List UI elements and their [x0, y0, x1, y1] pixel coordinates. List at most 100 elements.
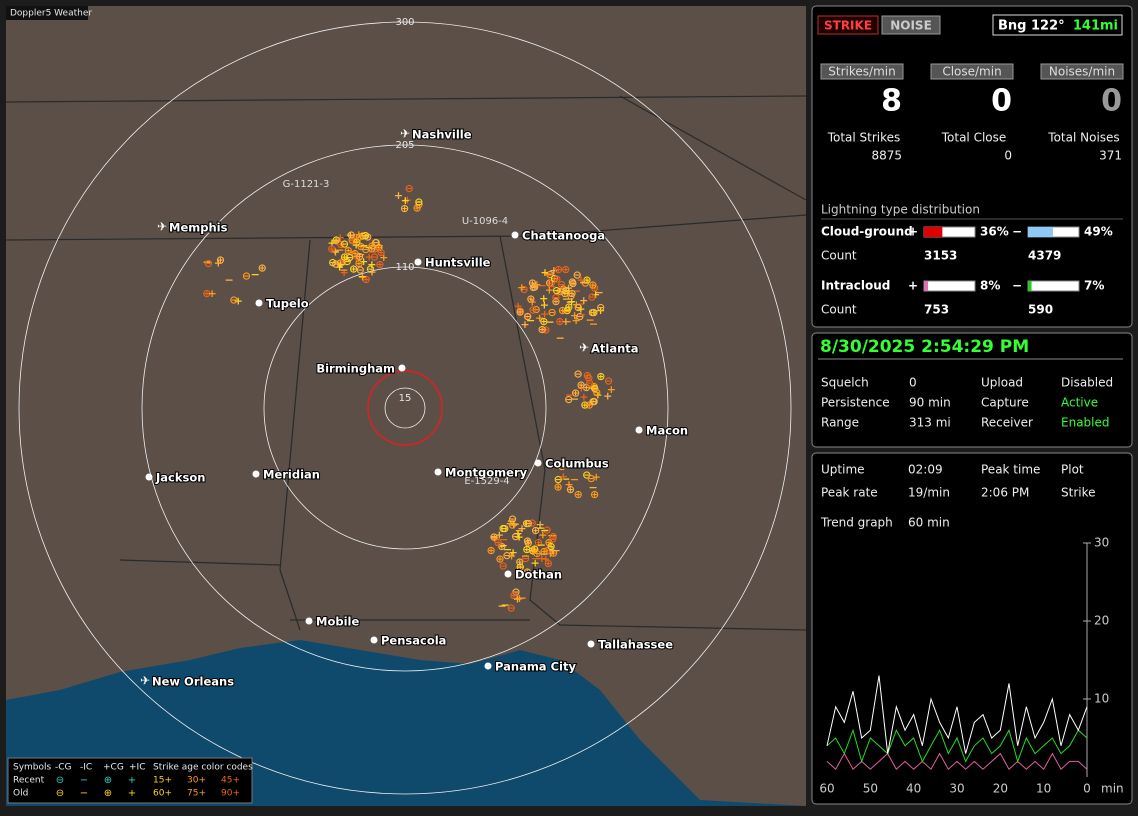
strike-symbol: ⊕: [561, 263, 570, 276]
strike-symbol: ⊕: [524, 537, 533, 550]
strike-symbol: ⊕: [367, 242, 376, 255]
status-text: 313 mi: [909, 416, 951, 430]
strike-symbol: ⊕: [589, 380, 598, 393]
ring-label: 110: [395, 262, 414, 273]
strike-symbol: −: [552, 544, 561, 557]
strike-symbol: ⊖: [340, 238, 349, 251]
strike-symbol: ⊕: [574, 488, 583, 501]
noise-button[interactable]: [881, 15, 941, 35]
strike-symbol: +: [532, 278, 541, 291]
panel: [811, 5, 1133, 805]
map: Doppler5 Weather: [5, 6, 807, 806]
strike-symbol: −: [224, 274, 233, 287]
percent-label: 7%: [1084, 279, 1104, 293]
city-label: Mobile: [316, 615, 359, 629]
strike-symbol: −: [594, 286, 603, 299]
strike-symbol: ⊕: [362, 273, 371, 286]
noise-button-label: NOISE: [890, 19, 932, 33]
strike-symbol: ⊕: [567, 287, 576, 300]
city-dot: [484, 662, 492, 670]
strike-symbol: ⊕: [554, 263, 563, 276]
strike-symbol: ⊕: [340, 251, 349, 264]
strike-symbol: −: [539, 548, 548, 561]
strike-symbol: ⊖: [366, 262, 375, 275]
storm-label: E-1529-4: [464, 476, 509, 487]
stat-text: 60 min: [908, 516, 950, 530]
city-label: Birmingham: [316, 362, 395, 376]
strike-symbol: ⊕: [590, 488, 599, 501]
strike-symbol: ⊕: [515, 306, 524, 319]
strike-symbol: ⊖: [547, 277, 556, 290]
city-label: Tallahassee: [598, 638, 673, 652]
strike-symbol: +: [539, 292, 548, 305]
strike-symbol: ⊕: [585, 399, 594, 412]
strike-symbol: −: [501, 598, 510, 611]
strike-symbol: ⊕: [412, 202, 421, 215]
storm-label: U-1096-4: [462, 216, 508, 227]
strike-symbol: ⊕: [552, 272, 561, 285]
strike-symbol: +: [541, 552, 550, 565]
strike-symbol: ⊕: [400, 202, 409, 215]
strike-symbol: ⊕: [588, 279, 597, 292]
bar-track: [1027, 280, 1080, 292]
strike-symbol: +: [346, 229, 355, 242]
sign: −: [1012, 279, 1022, 293]
strike-symbol: ⊕: [549, 546, 558, 559]
trend-line: [826, 728, 1088, 764]
strike-symbol: −: [566, 296, 575, 309]
status-text: Squelch: [821, 376, 869, 390]
city-label: Panama City: [495, 660, 576, 674]
city-dot: [255, 299, 263, 307]
strike-symbol: −: [515, 524, 524, 537]
strike-symbol: +: [576, 303, 585, 316]
strike-symbol: +: [349, 234, 358, 247]
strike-symbol: ⊕: [367, 239, 376, 252]
strike-symbol: −: [565, 389, 574, 402]
city-label: New Orleans: [152, 675, 234, 689]
strike-symbol: ⊕: [559, 283, 568, 296]
strike-symbol: +: [548, 544, 557, 557]
strike-symbol: ⊖: [554, 473, 563, 486]
strike-symbol: −: [521, 549, 530, 562]
strike-symbol: ⊖: [328, 256, 337, 269]
city-dot: [145, 473, 153, 481]
strike-symbol: ⊖: [542, 523, 551, 536]
count-label: Count: [821, 303, 857, 317]
strike-symbol: +: [379, 251, 388, 264]
legend-age: 45+: [221, 776, 240, 786]
status-text: Enabled: [1061, 416, 1110, 430]
legend-header: +CG: [103, 763, 124, 773]
strike-symbol: ⊖: [590, 382, 599, 395]
strike-symbol: ⊕: [566, 483, 575, 496]
strike-symbol: −: [489, 530, 498, 543]
strike-symbol: ⊕: [336, 238, 345, 251]
strike-symbol: −: [347, 229, 356, 242]
y-tick-label: 10: [1094, 692, 1109, 706]
strike-symbol: +: [576, 274, 585, 287]
city-label: Pensacola: [381, 634, 446, 648]
strike-symbol: ⊖: [500, 522, 509, 535]
strike-symbol: −: [562, 292, 571, 305]
strike-symbol: +: [514, 530, 523, 543]
total-label: Total Strikes: [827, 131, 901, 145]
strike-symbol: ⊕: [551, 295, 560, 308]
strike-symbol: −: [499, 539, 508, 552]
legend-symbol: ⊖: [56, 788, 64, 799]
count-value: 590: [1028, 303, 1053, 317]
legend-header: -IC: [80, 763, 92, 773]
strike-symbol: −: [335, 244, 344, 257]
status-text: Receiver: [981, 416, 1033, 430]
strike-symbol: −: [585, 314, 594, 327]
strike-symbol: ⊖: [573, 269, 582, 282]
strike-button[interactable]: [817, 15, 879, 35]
counter-label: Close/min: [942, 65, 1001, 79]
stat-text: Plot: [1061, 463, 1084, 477]
legend-symbol: +: [128, 775, 136, 786]
distribution-title: Lightning type distribution: [821, 203, 980, 217]
strike-symbol: ⊕: [530, 280, 539, 293]
strike-symbol: ⊕: [375, 258, 384, 271]
strike-symbol: ⊖: [575, 310, 584, 323]
strike-symbol: +: [367, 266, 376, 279]
strike-symbol: +: [517, 522, 526, 535]
strike-symbol: −: [561, 305, 570, 318]
